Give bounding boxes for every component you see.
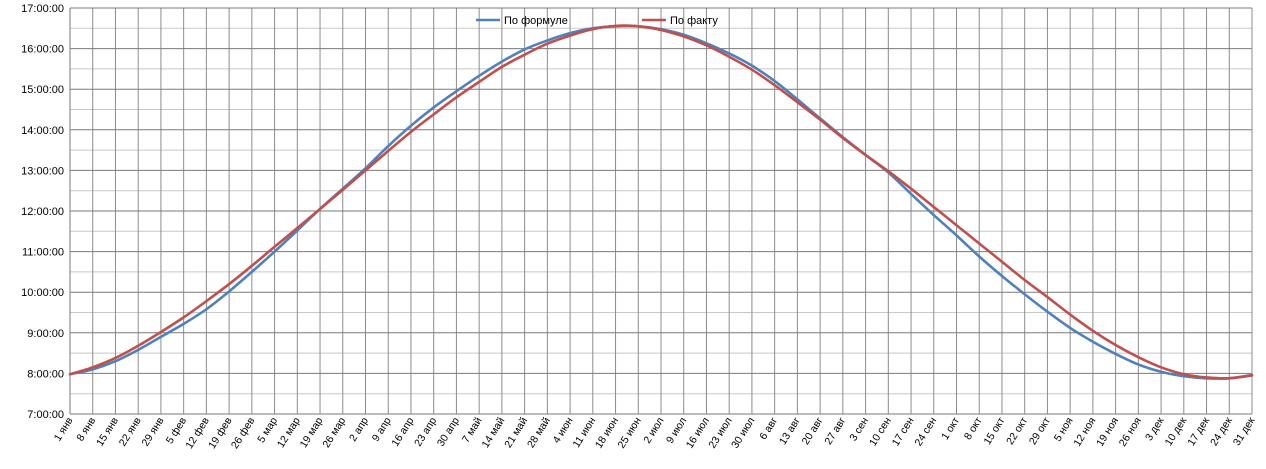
y-axis-tick-labels: 7:00:00 8:00:00 9:00:00 10:00:00 11:00:00 12:… bbox=[21, 3, 64, 421]
y-tick-label: 8:00:00 bbox=[27, 368, 64, 380]
y-tick-label: 13:00:00 bbox=[21, 165, 64, 177]
y-tick-label: 15:00:00 bbox=[21, 84, 64, 96]
y-tick-label: 17:00:00 bbox=[21, 3, 64, 15]
y-tick-label: 14:00:00 bbox=[21, 125, 64, 137]
legend-label-1: По формуле bbox=[504, 15, 568, 27]
y-tick-label: 11:00:00 bbox=[22, 247, 64, 259]
y-tick-label: 9:00:00 bbox=[27, 328, 64, 340]
y-tick-label: 16:00:00 bbox=[21, 44, 64, 56]
y-tick-label: 12:00:00 bbox=[21, 206, 64, 218]
series-lines bbox=[68, 24, 1254, 380]
legend: По формуле По факту bbox=[476, 15, 718, 27]
legend-label-2: По факту bbox=[670, 15, 718, 27]
y-tick-label: 10:00:00 bbox=[21, 287, 64, 299]
y-tick-label: 7:00:00 bbox=[27, 409, 64, 421]
series-line-2 bbox=[68, 24, 1254, 380]
axes bbox=[69, 8, 1253, 415]
